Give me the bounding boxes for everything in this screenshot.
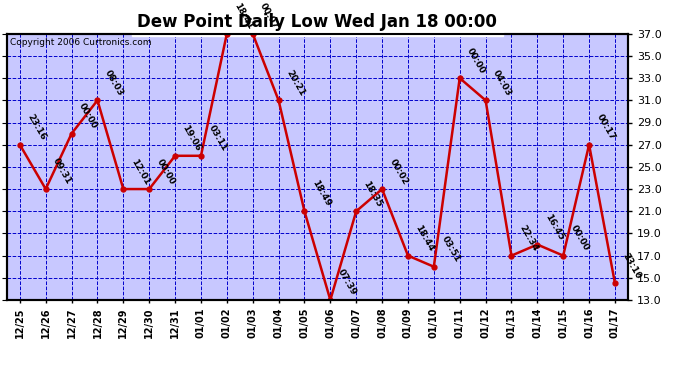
- Text: 07:39: 07:39: [336, 268, 358, 297]
- Text: 12:01: 12:01: [129, 157, 151, 186]
- Text: 22:34: 22:34: [517, 224, 539, 253]
- Text: 18:44: 18:44: [413, 224, 436, 253]
- Text: 00:00: 00:00: [77, 102, 99, 131]
- Text: 18:35: 18:35: [362, 179, 384, 209]
- Text: 19:06: 19:06: [181, 124, 203, 153]
- Text: 09:31: 09:31: [51, 157, 73, 186]
- Text: 00:00: 00:00: [569, 224, 591, 253]
- Title: Dew Point Daily Low Wed Jan 18 00:00: Dew Point Daily Low Wed Jan 18 00:00: [137, 13, 497, 31]
- Text: 20:21: 20:21: [284, 68, 306, 98]
- Text: 23:16: 23:16: [26, 112, 48, 142]
- Text: Copyright 2006 Curtronics.com: Copyright 2006 Curtronics.com: [10, 38, 152, 47]
- Text: 00:00: 00:00: [155, 158, 177, 186]
- Text: 03:51: 03:51: [440, 235, 462, 264]
- Text: 00:07: 00:07: [258, 2, 280, 31]
- Text: 18:49: 18:49: [310, 179, 333, 209]
- Text: 23:10: 23:10: [620, 251, 642, 280]
- Text: 16:45: 16:45: [543, 212, 565, 242]
- Text: 18:41: 18:41: [233, 2, 255, 31]
- Text: 00:17: 00:17: [595, 113, 617, 142]
- Text: 00:00: 00:00: [465, 46, 487, 75]
- Text: 00:02: 00:02: [388, 158, 410, 186]
- Text: 08:03: 08:03: [103, 69, 125, 98]
- Text: 04:03: 04:03: [491, 68, 513, 98]
- Text: 03:11: 03:11: [206, 124, 228, 153]
